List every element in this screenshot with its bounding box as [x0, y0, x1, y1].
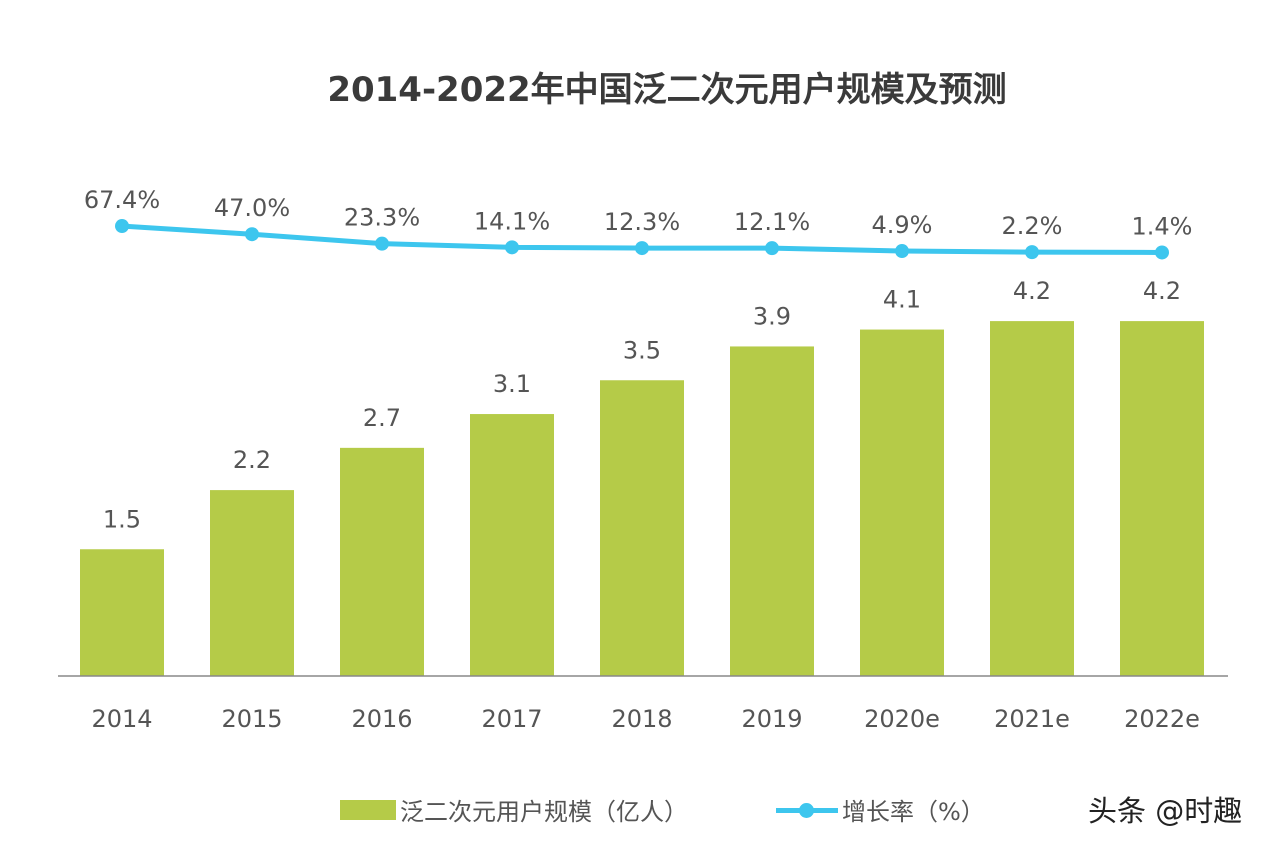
bar [990, 321, 1074, 676]
bar [860, 329, 944, 676]
growth-data-label: 12.1% [734, 208, 810, 236]
bar [600, 380, 684, 676]
growth-data-label: 1.4% [1132, 212, 1193, 240]
bar-data-label: 2.7 [363, 404, 401, 432]
bar-data-label: 4.2 [1013, 277, 1051, 305]
bar-data-label: 2.2 [233, 446, 271, 474]
growth-data-label: 4.9% [872, 211, 933, 239]
x-tick-label: 2014 [91, 705, 152, 733]
bar [1120, 321, 1204, 676]
growth-point [375, 236, 389, 251]
growth-point [895, 244, 909, 259]
growth-point [1025, 245, 1039, 260]
x-tick-label: 2018 [611, 705, 672, 733]
bar-data-label: 3.9 [753, 302, 791, 330]
growth-data-label: 12.3% [604, 208, 680, 236]
growth-data-label: 47.0% [214, 194, 290, 222]
growth-point [765, 241, 779, 256]
growth-point [245, 227, 259, 242]
bar-data-label: 1.5 [103, 505, 141, 533]
legend-bar-label: 泛二次元用户规模（亿人） [400, 798, 688, 826]
x-tick-label: 2015 [221, 705, 282, 733]
bar [80, 549, 164, 676]
bar [730, 346, 814, 676]
chart-title: 2014-2022年中国泛二次元用户规模及预测 [327, 70, 1007, 110]
x-tick-label: 2019 [741, 705, 802, 733]
watermark: 头条 @时趣 [1088, 794, 1243, 828]
x-tick-label: 2020e [864, 705, 940, 733]
legend-item-line: 增长率（%） [776, 792, 985, 827]
bar-data-label: 3.5 [623, 336, 661, 364]
x-tick-label: 2021e [994, 705, 1070, 733]
bar-data-label: 4.2 [1143, 277, 1181, 305]
growth-point [115, 219, 129, 234]
bar-data-label: 3.1 [493, 370, 531, 398]
x-tick-label: 2016 [351, 705, 412, 733]
legend-line-label: 增长率（%） [842, 798, 985, 826]
growth-data-label: 67.4% [84, 186, 160, 214]
growth-point [505, 240, 519, 255]
growth-data-label: 14.1% [474, 207, 550, 235]
bar [470, 414, 554, 676]
bar [210, 490, 294, 676]
x-tick-label: 2022e [1124, 705, 1200, 733]
legend-line-swatch [776, 800, 838, 820]
growth-point [1155, 245, 1169, 260]
growth-data-label: 2.2% [1002, 212, 1063, 240]
growth-data-label: 23.3% [344, 204, 420, 232]
legend-bar-swatch [340, 799, 396, 820]
x-tick-label: 2017 [481, 705, 542, 733]
growth-point [635, 241, 649, 256]
bar-data-label: 4.1 [883, 286, 921, 314]
legend-item-bar: 泛二次元用户规模（亿人） [340, 792, 688, 827]
bar [340, 447, 424, 676]
